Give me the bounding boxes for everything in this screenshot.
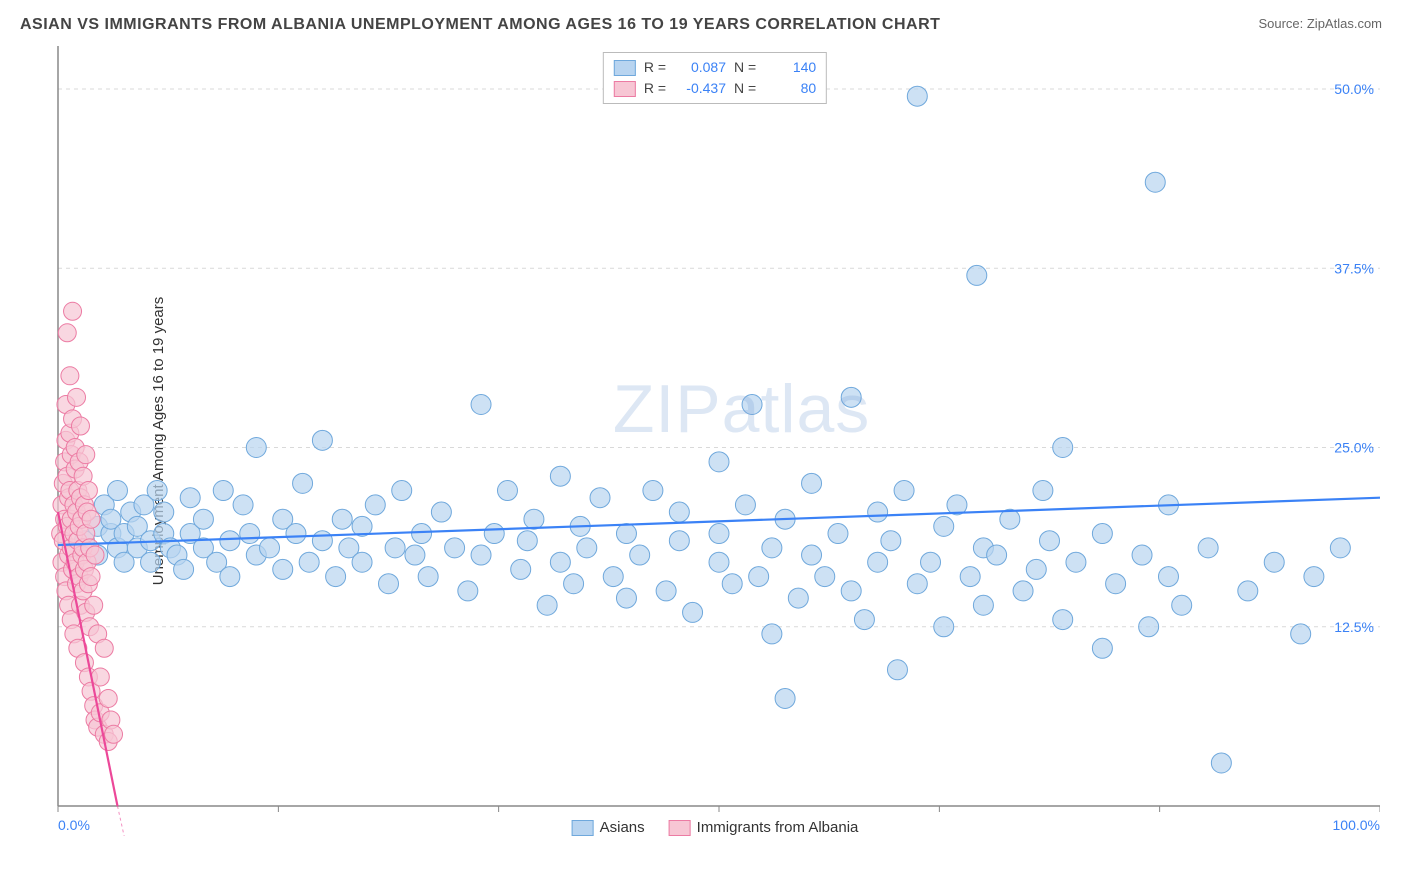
- swatch-albania: [614, 81, 636, 97]
- svg-text:50.0%: 50.0%: [1334, 81, 1374, 97]
- stats-row-albania: R = -0.437 N = 80: [614, 78, 816, 99]
- scatter-chart: 12.5% 25.0% 37.5% 50.0% 0.0% 100.0%: [50, 46, 1380, 836]
- svg-text:12.5%: 12.5%: [1334, 619, 1374, 635]
- svg-text:100.0%: 100.0%: [1333, 817, 1380, 833]
- legend-label-albania: Immigrants from Albania: [697, 819, 859, 836]
- swatch-asians: [572, 820, 594, 836]
- n-value-albania: 80: [764, 78, 816, 99]
- r-label: R =: [644, 78, 666, 99]
- chart-title: ASIAN VS IMMIGRANTS FROM ALBANIA UNEMPLO…: [20, 16, 940, 34]
- r-label: R =: [644, 57, 666, 78]
- swatch-asians: [614, 60, 636, 76]
- source-attribution: Source: ZipAtlas.com: [1258, 16, 1382, 31]
- n-value-asians: 140: [764, 57, 816, 78]
- legend-label-asians: Asians: [600, 819, 645, 836]
- svg-text:37.5%: 37.5%: [1334, 260, 1374, 276]
- series-legend: Asians Immigrants from Albania: [572, 819, 859, 836]
- svg-text:25.0%: 25.0%: [1334, 440, 1374, 456]
- plot-area: Unemployment Among Ages 16 to 19 years 1…: [50, 46, 1380, 836]
- legend-item-asians: Asians: [572, 819, 645, 836]
- chart-container: ASIAN VS IMMIGRANTS FROM ALBANIA UNEMPLO…: [0, 0, 1406, 892]
- r-value-asians: 0.087: [674, 57, 726, 78]
- legend-item-albania: Immigrants from Albania: [669, 819, 859, 836]
- svg-text:0.0%: 0.0%: [58, 817, 90, 833]
- swatch-albania: [669, 820, 691, 836]
- r-value-albania: -0.437: [674, 78, 726, 99]
- n-label: N =: [734, 57, 756, 78]
- n-label: N =: [734, 78, 756, 99]
- stats-row-asians: R = 0.087 N = 140: [614, 57, 816, 78]
- stats-legend: R = 0.087 N = 140 R = -0.437 N = 80: [603, 52, 827, 104]
